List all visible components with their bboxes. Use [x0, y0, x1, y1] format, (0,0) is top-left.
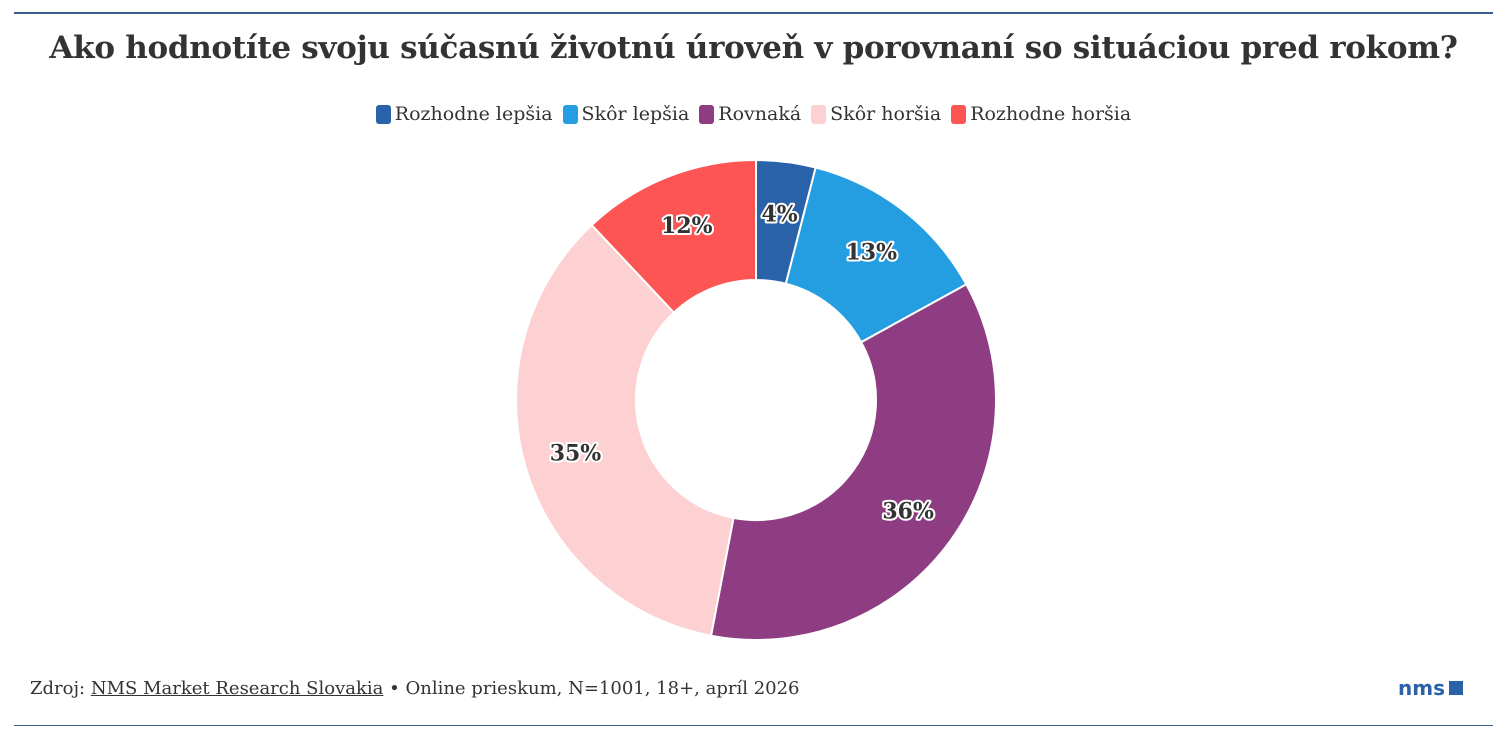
- data-label: 35%: [550, 440, 602, 466]
- legend-swatch: [375, 104, 391, 124]
- legend-label: Skôr horšia: [830, 103, 942, 125]
- donut-slice[interactable]: [709, 283, 997, 641]
- legend-label: Skôr lepšia: [581, 103, 690, 125]
- logo-text: nms: [1398, 676, 1445, 700]
- legend-swatch: [562, 104, 578, 124]
- source-prefix: Zdroj:: [30, 678, 91, 699]
- source-details: • Online prieskum, N=1001, 18+, apríl 20…: [383, 678, 800, 699]
- legend-label: Rozhodne lepšia: [394, 103, 553, 125]
- legend-label: Rovnaká: [718, 103, 802, 125]
- donut-slice[interactable]: [784, 166, 968, 344]
- chart-title: Ako hodnotíte svoju súčasnú životnú úrov…: [49, 30, 1458, 66]
- top-rule: [14, 12, 1493, 14]
- source-link[interactable]: NMS Market Research Slovakia: [90, 678, 384, 699]
- data-label: 4%: [761, 201, 797, 227]
- legend-item[interactable]: Rozhodne lepšia: [375, 103, 553, 125]
- legend-swatch: [951, 104, 967, 124]
- logo-square-icon: [1448, 681, 1463, 695]
- data-label: 12%: [661, 213, 713, 239]
- legend-swatch: [699, 104, 715, 124]
- legend-item[interactable]: Rovnaká: [699, 103, 801, 125]
- footer: Zdroj: NMS Market Research Slovakia • On…: [30, 678, 800, 699]
- data-label: 13%: [845, 239, 897, 265]
- donut-slice[interactable]: [515, 223, 735, 637]
- donut-slice[interactable]: [590, 158, 757, 314]
- legend: Rozhodne lepšia Skôr lepšia Rovnaká Skôr ho…: [0, 103, 1507, 125]
- legend-label: Rozhodne horšia: [970, 103, 1132, 125]
- data-label: 36%: [882, 499, 934, 525]
- legend-item[interactable]: Skôr horšia: [811, 103, 941, 125]
- legend-item[interactable]: Skôr lepšia: [562, 103, 690, 125]
- legend-swatch: [811, 104, 827, 124]
- nms-logo: nms: [1398, 678, 1463, 698]
- legend-item[interactable]: Rozhodne horšia: [951, 103, 1131, 125]
- bottom-rule: [14, 725, 1493, 726]
